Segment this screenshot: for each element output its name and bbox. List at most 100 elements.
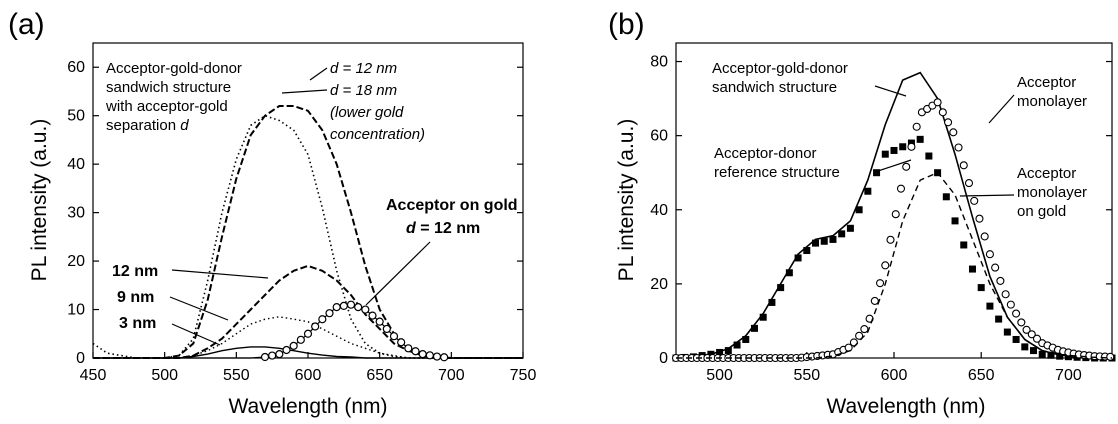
series-marker-b-3 [855, 331, 864, 340]
panel-b-series [671, 71, 1116, 363]
annotation-b-acceptor-mono-gold-line1: Acceptor [1017, 165, 1076, 182]
series-marker-b-2 [803, 247, 811, 255]
annotation-12nm: 12 nm [112, 263, 158, 280]
series-marker-b-3 [907, 142, 916, 151]
series-marker-b-2 [1047, 351, 1055, 359]
series-marker-b-2 [873, 169, 881, 177]
series-marker-b-2 [829, 235, 837, 243]
series-marker-b-2 [768, 298, 776, 306]
panel-b: (b) 500 550 600 650 700 0 20 40 60 80 Wavelength… [608, 8, 1116, 418]
series-marker-a-6 [425, 351, 434, 360]
y-tick-label: 10 [67, 302, 85, 319]
annotation-lower-gold-line2: concentration) [330, 126, 425, 143]
series-marker-b-2 [925, 152, 933, 160]
series-marker-b-3 [959, 161, 968, 170]
series-marker-b-3 [875, 279, 885, 288]
x-tick-label: 650 [968, 367, 995, 384]
series-marker-a-6 [346, 300, 356, 309]
series-marker-b-3 [1006, 300, 1015, 309]
leader-line-3nm [171, 323, 221, 346]
panel-a-label: (a) [8, 8, 45, 41]
series-marker-b-2 [838, 230, 846, 238]
series-marker-b-2 [1012, 335, 1020, 343]
series-marker-b-2 [820, 237, 828, 245]
series-marker-b-3 [964, 179, 974, 188]
series-marker-b-3 [1027, 330, 1036, 339]
series-marker-b-2 [916, 135, 924, 143]
series-marker-b-3 [996, 276, 1005, 285]
series-marker-a-6 [354, 303, 363, 312]
series-line-a-4 [93, 316, 523, 359]
series-marker-a-6 [418, 350, 427, 359]
series-marker-b-3 [938, 108, 947, 117]
series-marker-a-6 [325, 309, 334, 318]
series-marker-b-3 [1022, 325, 1031, 334]
series-marker-b-2 [1030, 347, 1038, 355]
x-tick-label: 750 [510, 367, 537, 384]
series-marker-a-6 [397, 338, 406, 347]
series-marker-b-3 [954, 143, 963, 152]
y-tick-label: 50 [67, 108, 85, 125]
series-marker-b-2 [707, 350, 715, 358]
x-tick-label: 500 [151, 367, 178, 384]
series-marker-b-2 [977, 284, 985, 292]
series-marker-b-2 [724, 347, 732, 355]
series-marker-b-2 [846, 224, 854, 232]
series-marker-b-2 [794, 254, 802, 262]
series-marker-b-2 [1038, 350, 1046, 358]
leader-line-b-acceptor-mono-gold [959, 194, 1015, 197]
annotation-d18: d = 18 nm [330, 82, 397, 99]
series-marker-a-6 [296, 335, 305, 344]
series-marker-b-2 [942, 193, 950, 201]
annotation-b-sandwich-line2: sandwich structure [712, 79, 837, 96]
annotation-sandwich-line4: separation d [106, 117, 189, 134]
series-marker-b-2 [1021, 343, 1029, 351]
series-marker-a-6 [318, 315, 327, 324]
y-tick-label: 80 [650, 54, 668, 71]
x-tick-label: 650 [366, 367, 393, 384]
y-tick-label: 40 [67, 156, 85, 173]
panel-a-y-axis-title: PL intensity (a.u.) [28, 119, 51, 282]
annotation-b-reference-line1: Acceptor-donor [714, 145, 817, 162]
leader-line-12nm [171, 269, 269, 279]
leader-line-b-acceptor-mono [988, 94, 1015, 124]
x-tick-label: 700 [1055, 367, 1082, 384]
annotation-9nm: 9 nm [117, 289, 154, 306]
series-marker-a-6 [382, 324, 391, 334]
series-marker-a-6 [404, 344, 413, 353]
annotation-b-acceptor-mono-gold-line2: monolayer [1017, 184, 1087, 201]
panel-a: (a) 450 500 550 600 650 700 750 0102030405060 … [8, 8, 536, 418]
annotation-b-acceptor-mono-line1: Acceptor [1017, 74, 1076, 91]
leader-line-b-sandwich [874, 85, 907, 97]
panel-b-label: (b) [608, 8, 645, 41]
series-marker-b-2 [986, 302, 994, 310]
series-marker-b-2 [733, 341, 741, 349]
leader-line-acceptor-gold [365, 241, 431, 306]
series-marker-b-2 [951, 217, 959, 225]
series-marker-b-2 [960, 241, 968, 249]
series-marker-b-3 [933, 98, 942, 107]
leader-line-d12 [309, 67, 328, 81]
series-marker-b-3 [1032, 334, 1042, 343]
series-marker-b-2 [995, 315, 1003, 323]
x-tick-label: 450 [80, 367, 107, 384]
x-tick-label: 600 [295, 367, 322, 384]
leader-line-d18 [281, 89, 328, 94]
series-marker-a-6 [282, 345, 291, 355]
series-marker-b-3 [944, 118, 953, 127]
annotation-acceptor-gold-line1: Acceptor on gold [386, 197, 518, 214]
series-marker-b-3 [886, 235, 895, 244]
annotation-b-reference-line2: reference structure [714, 164, 840, 181]
series-marker-b-2 [759, 313, 767, 321]
series-marker-b-3 [860, 325, 869, 334]
series-marker-b-2 [1056, 352, 1064, 360]
series-marker-b-2 [855, 206, 863, 214]
series-marker-a-6 [361, 305, 370, 314]
series-marker-b-3 [870, 296, 879, 305]
series-marker-b-3 [975, 214, 984, 223]
series-marker-b-3 [1017, 318, 1026, 327]
x-tick-label: 550 [223, 367, 250, 384]
series-marker-b-3 [1012, 309, 1021, 318]
y-tick-label: 20 [650, 276, 668, 293]
series-marker-a-6 [339, 301, 348, 311]
